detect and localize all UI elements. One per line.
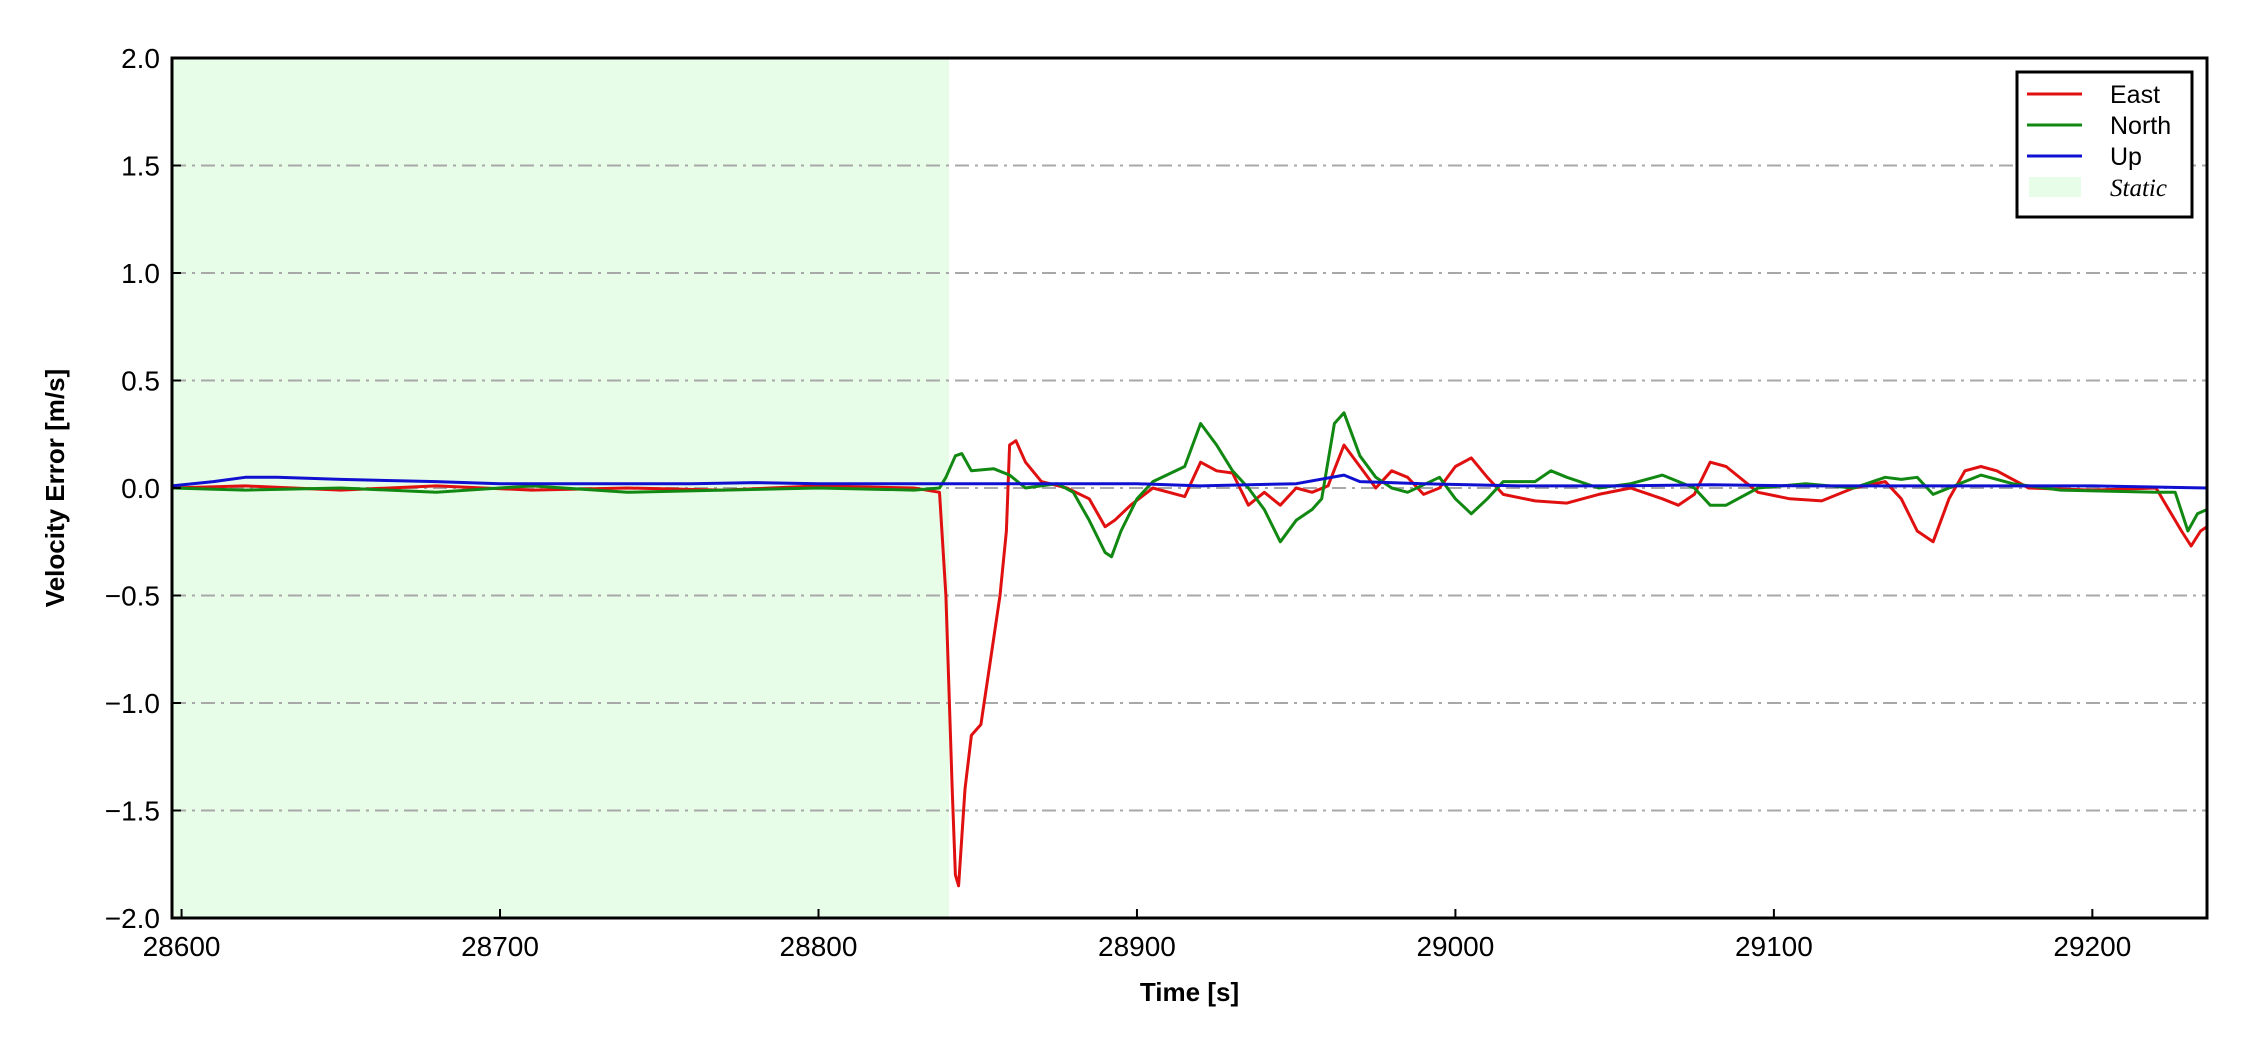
legend: East North Up Static	[2015, 70, 2194, 219]
y-tick-label: 1.0	[121, 258, 160, 289]
x-tick-label: 28600	[143, 931, 221, 962]
y-axis-title: Velocity Error [m/s]	[40, 369, 70, 607]
series-line-north	[171, 411, 2208, 559]
x-tick-label: 29100	[1735, 931, 1813, 962]
legend-label: East	[2110, 81, 2160, 109]
x-tick-label: 28900	[1098, 931, 1176, 962]
y-tick-label: −1.5	[105, 796, 160, 827]
y-tick-label: −0.5	[105, 581, 160, 612]
x-tick-label: 29200	[2053, 931, 2131, 962]
legend-swatch-static	[2029, 177, 2081, 197]
series-line-up	[171, 473, 2208, 490]
y-tick-label: 0.0	[121, 473, 160, 504]
y-tick-label: −1.0	[105, 688, 160, 719]
series-line-east	[171, 439, 2208, 888]
y-tick-label: −2.0	[105, 903, 160, 934]
x-axis-title: Time [s]	[1140, 977, 1239, 1007]
legend-label: North	[2110, 112, 2171, 140]
y-tick-label: 0.5	[121, 366, 160, 397]
x-tick-label: 28800	[780, 931, 858, 962]
y-tick-label: 1.5	[121, 151, 160, 182]
x-tick-label: 29000	[1416, 931, 1494, 962]
legend-label: Up	[2110, 143, 2142, 171]
legend-label: Static	[2110, 175, 2167, 202]
x-tick-label: 28700	[461, 931, 539, 962]
y-tick-label: 2.0	[121, 43, 160, 74]
